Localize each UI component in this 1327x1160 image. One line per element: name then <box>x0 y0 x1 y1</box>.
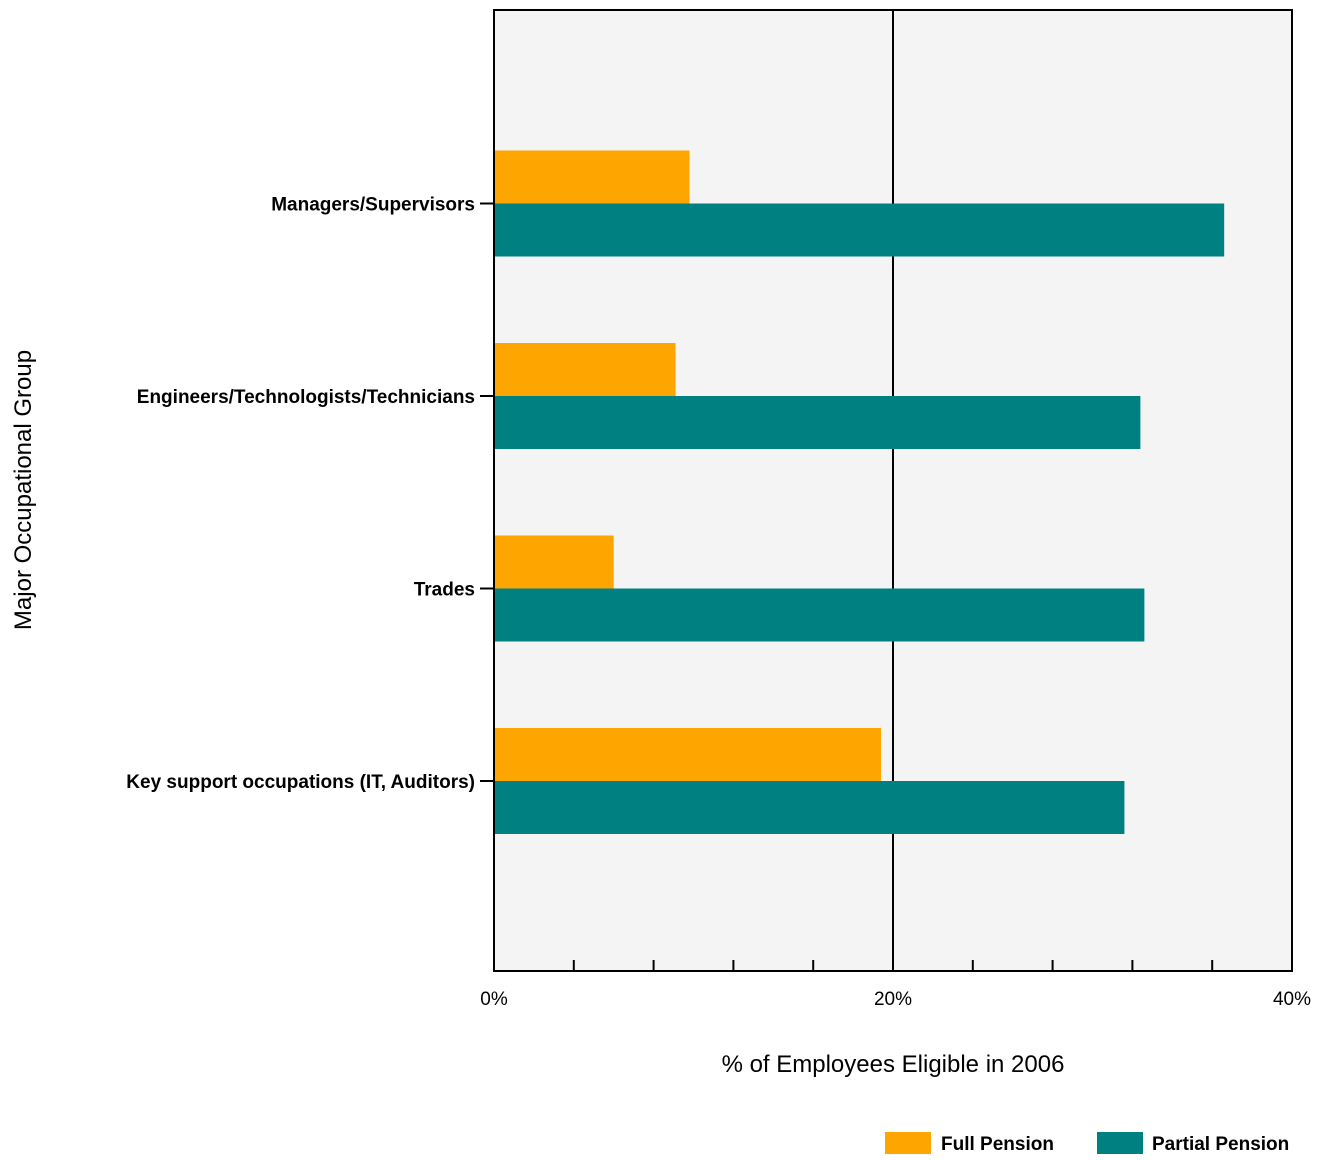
ticks-layer <box>480 202 1293 971</box>
category-label-2: Trades <box>414 580 475 601</box>
bar-partial-pension-2 <box>494 588 1145 642</box>
bars-layer <box>494 150 1225 834</box>
bar-full-pension-0 <box>494 150 690 204</box>
labels-layer: Managers/Supervisors Engineers/Technologi… <box>126 195 1311 1011</box>
x-axis-title: % of Employees Eligible in 2006 <box>722 1051 1065 1078</box>
bar-full-pension-3 <box>494 728 882 781</box>
legend-label-partial-pension: Partial Pension <box>1152 1134 1289 1155</box>
bar-partial-pension-0 <box>494 203 1225 257</box>
x-tick-label-0: 0% <box>480 989 508 1010</box>
bar-full-pension-2 <box>494 535 614 589</box>
x-tick-label-1: 20% <box>874 989 912 1010</box>
bar-partial-pension-1 <box>494 396 1141 449</box>
legend-swatch-partial-pension <box>1097 1132 1143 1154</box>
legend-label-full-pension: Full Pension <box>941 1134 1054 1155</box>
category-label-3: Key support occupations (IT, Auditors) <box>126 772 475 793</box>
category-label-0: Managers/Supervisors <box>271 195 475 216</box>
legend-swatch-full-pension <box>885 1132 931 1154</box>
x-tick-label-2: 40% <box>1273 989 1311 1010</box>
bar-full-pension-1 <box>494 343 676 396</box>
y-axis-title: Major Occupational Group <box>10 350 37 630</box>
category-label-1: Engineers/Technologists/Technicians <box>137 387 475 408</box>
legend: Full Pension Partial Pension <box>885 1132 1289 1155</box>
bar-partial-pension-3 <box>494 781 1125 834</box>
